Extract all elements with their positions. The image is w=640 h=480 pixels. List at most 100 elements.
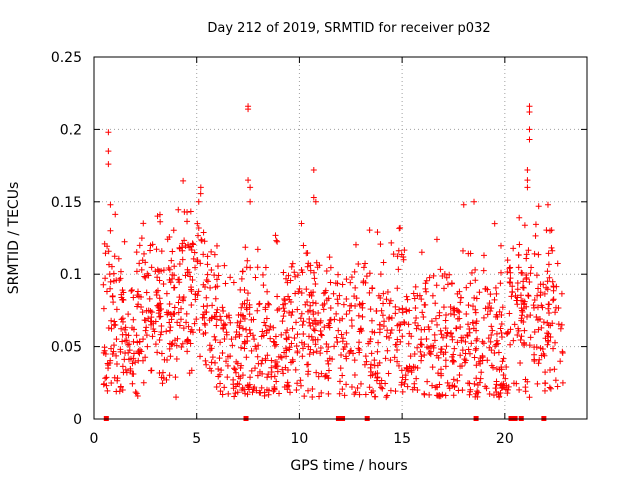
scatter-point xyxy=(258,360,265,367)
scatter-point xyxy=(322,289,329,296)
scatter-point xyxy=(544,330,551,337)
scatter-point xyxy=(227,319,234,326)
scatter-point xyxy=(521,222,528,229)
scatter-point xyxy=(426,326,433,333)
scatter-point xyxy=(227,274,234,281)
scatter-point xyxy=(176,294,183,301)
scatter-point xyxy=(470,325,477,332)
scatter-point xyxy=(538,352,545,359)
scatter-point xyxy=(111,253,118,260)
scatter-point xyxy=(119,315,126,322)
scatter-point xyxy=(498,330,505,337)
scatter-point xyxy=(362,353,369,360)
scatter-point xyxy=(533,313,540,320)
scatter-point xyxy=(159,369,166,376)
scatter-point xyxy=(531,297,538,304)
scatter-point xyxy=(265,300,272,307)
scatter-point xyxy=(506,310,513,317)
scatter-point xyxy=(391,354,398,361)
scatter-point xyxy=(433,282,440,289)
scatter-point xyxy=(472,347,479,354)
scatter-point xyxy=(310,349,317,356)
scatter-point xyxy=(115,255,122,262)
scatter-point xyxy=(130,338,137,345)
scatter-point xyxy=(318,370,325,377)
scatter-point xyxy=(179,247,186,254)
scatter-point xyxy=(371,393,378,400)
scatter-point xyxy=(312,280,319,287)
scatter-point xyxy=(244,391,251,398)
scatter-point xyxy=(300,331,307,338)
scatter-point xyxy=(371,357,378,364)
scatter-point xyxy=(270,324,277,331)
peak-point xyxy=(105,161,112,168)
scatter-point xyxy=(394,347,401,354)
scatter-point xyxy=(519,308,526,315)
scatter-point xyxy=(546,309,553,316)
scatter-point xyxy=(497,242,504,249)
scatter-point xyxy=(246,311,253,318)
scatter-point xyxy=(336,292,343,299)
scatter-point xyxy=(175,206,182,213)
scatter-point xyxy=(317,350,324,357)
scatter-point xyxy=(426,274,433,281)
scatter-point xyxy=(113,360,120,367)
scatter-point xyxy=(138,235,145,242)
scatter-point xyxy=(188,286,195,293)
scatter-point xyxy=(431,331,438,338)
scatter-point xyxy=(492,313,499,320)
scatter-point xyxy=(204,271,211,278)
scatter-point xyxy=(504,268,511,275)
scatter-point xyxy=(347,279,354,286)
scatter-point xyxy=(359,313,366,320)
scatter-point xyxy=(201,320,208,327)
scatter-point xyxy=(267,335,274,342)
scatter-point xyxy=(498,312,505,319)
peak-point xyxy=(526,109,533,116)
scatter-point xyxy=(523,251,530,258)
scatter-point xyxy=(550,297,557,304)
scatter-point xyxy=(480,267,487,274)
scatter-point xyxy=(399,374,406,381)
scatter-point xyxy=(411,380,418,387)
scatter-point xyxy=(554,383,561,390)
scatter-point xyxy=(551,366,558,373)
scatter-point xyxy=(278,354,285,361)
scatter-point xyxy=(283,275,290,282)
scatter-point xyxy=(259,271,266,278)
scatter-point xyxy=(544,341,551,348)
scatter-point xyxy=(218,317,225,324)
scatter-point xyxy=(194,258,201,265)
scatter-point xyxy=(316,393,323,400)
scatter-point xyxy=(107,285,114,292)
plot-frame xyxy=(93,56,588,420)
scatter-point xyxy=(175,309,182,316)
scatter-point xyxy=(126,347,133,354)
scatter-point xyxy=(271,373,278,380)
scatter-point xyxy=(318,332,325,339)
scatter-point xyxy=(112,321,119,328)
scatter-point xyxy=(367,336,374,343)
scatter-point xyxy=(352,389,359,396)
scatter-point xyxy=(232,369,239,376)
scatter-point xyxy=(423,277,430,284)
scatter-point xyxy=(443,332,450,339)
scatter-point xyxy=(209,354,216,361)
scatter-point xyxy=(142,274,149,281)
scatter-point xyxy=(138,293,145,300)
scatter-point xyxy=(132,389,139,396)
scatter-point xyxy=(147,242,154,249)
scatter-point xyxy=(472,266,479,273)
scatter-point xyxy=(180,177,187,184)
scatter-point xyxy=(338,331,345,338)
scatter-point xyxy=(356,301,363,308)
scatter-point xyxy=(264,386,271,393)
scatter-point xyxy=(150,326,157,333)
scatter-point xyxy=(213,384,220,391)
scatter-point xyxy=(176,244,183,251)
scatter-point xyxy=(254,372,261,379)
scatter-point xyxy=(209,302,216,309)
gridlines xyxy=(94,57,587,419)
scatter-point xyxy=(363,273,370,280)
scatter-point xyxy=(167,324,174,331)
